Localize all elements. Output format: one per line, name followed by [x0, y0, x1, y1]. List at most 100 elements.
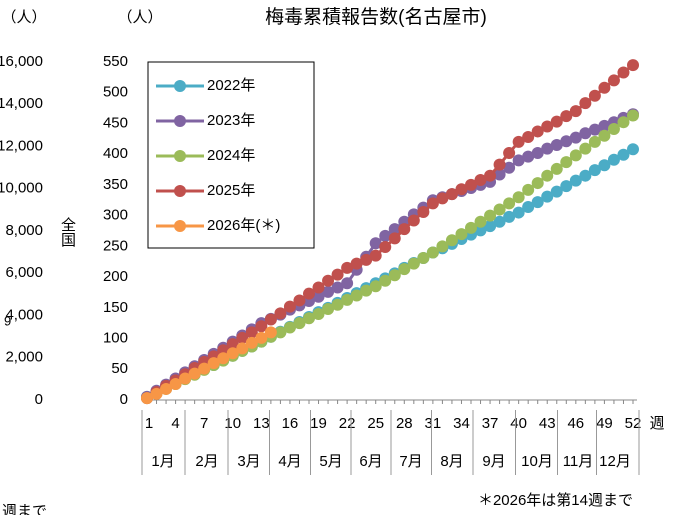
x-tick-label: 25 [367, 415, 384, 432]
series-marker [436, 192, 449, 205]
month-label: 5月 [319, 453, 342, 470]
y-tick-label: 200 [103, 268, 128, 285]
series-marker [588, 135, 601, 148]
y-unit-label: （人） [117, 9, 162, 26]
x-tick-label: 31 [425, 415, 442, 432]
legend-marker [174, 220, 186, 232]
series-marker [398, 263, 411, 276]
series-marker [388, 232, 401, 245]
series-marker [627, 143, 639, 156]
left-tick-label: 6,000 [5, 264, 43, 281]
series-marker [503, 161, 516, 174]
month-label: 12月 [599, 453, 631, 470]
series-marker [550, 162, 563, 175]
y-tick-label: 0 [120, 391, 128, 408]
series-marker [607, 122, 620, 135]
series-marker [579, 142, 592, 155]
left-tick-label: 14,000 [0, 95, 43, 112]
series-marker [522, 201, 535, 214]
series-marker [322, 274, 335, 287]
series-marker [417, 205, 430, 218]
series-marker [264, 326, 277, 339]
x-tick-label: 19 [310, 415, 327, 432]
x-tick-label: 40 [510, 415, 527, 432]
series-marker [264, 313, 277, 326]
series-marker [350, 257, 363, 270]
month-label: 8月 [440, 453, 463, 470]
series-marker [512, 206, 525, 219]
series-marker [617, 66, 630, 79]
series-marker [455, 228, 468, 241]
left-tick-label: 2,000 [5, 349, 43, 366]
series-marker [360, 284, 373, 297]
series-marker [579, 97, 592, 110]
series-marker [217, 352, 230, 365]
y-tick-label: 550 [103, 53, 128, 70]
footnote: ＊2026年は第14週まで [478, 491, 633, 509]
x-tick-label: 22 [339, 415, 356, 432]
series-marker [283, 321, 296, 334]
series-marker [417, 252, 430, 265]
x-tick-label: 37 [482, 415, 499, 432]
left-unit-label: （人） [1, 9, 46, 26]
series-marker [607, 153, 620, 166]
series-marker [312, 281, 325, 294]
month-label: 6月 [359, 453, 382, 470]
series-marker [388, 269, 401, 282]
x-axis-label: 週 [649, 415, 664, 432]
series-marker [541, 169, 554, 182]
series-marker [541, 142, 554, 155]
series-marker [531, 146, 544, 159]
series-marker [484, 209, 497, 222]
series-marker [465, 221, 477, 234]
series-marker [455, 183, 468, 196]
series-marker [550, 138, 563, 151]
series-marker [226, 338, 239, 351]
month-label: 7月 [399, 453, 422, 470]
x-tick-label: 1 [145, 415, 153, 432]
series-marker [474, 173, 487, 186]
series-marker [493, 215, 506, 228]
series-marker [484, 220, 497, 233]
series-marker [303, 312, 315, 325]
series-marker [426, 197, 439, 210]
left-tick-label: 12,000 [0, 137, 43, 154]
month-label: 10月 [521, 453, 553, 470]
series-marker [550, 185, 563, 198]
series-marker [588, 164, 601, 177]
series-marker [531, 196, 544, 209]
month-label: 3月 [237, 453, 260, 470]
series-marker [369, 280, 382, 293]
series-marker [588, 89, 601, 102]
series-marker [283, 300, 296, 313]
y-tick-label: 500 [103, 84, 128, 101]
series-marker [607, 74, 620, 87]
series-marker [312, 290, 325, 303]
legend-marker [174, 150, 186, 162]
series-marker [503, 210, 516, 223]
series-marker [512, 135, 525, 148]
series-marker [503, 197, 516, 210]
series-marker [179, 372, 192, 385]
left-bottom-fragment: 週まで [2, 503, 47, 515]
series-marker [445, 188, 458, 201]
y-tick-label: 100 [103, 330, 128, 347]
left-axis-label: 全国 [59, 216, 76, 247]
y-tick-label: 300 [103, 207, 128, 224]
series-marker [474, 224, 487, 237]
series-marker [245, 336, 258, 349]
x-tick-label: 52 [625, 415, 642, 432]
series-marker [512, 154, 525, 167]
series-marker [312, 307, 325, 320]
series-marker [560, 156, 573, 169]
x-tick-label: 7 [200, 415, 208, 432]
series-marker [560, 135, 573, 148]
series-marker [331, 281, 344, 294]
series-marker [274, 307, 287, 320]
y-tick-label: 400 [103, 145, 128, 162]
x-tick-label: 28 [396, 415, 413, 432]
chart-title: 梅毒累積報告数(名古屋市) [265, 6, 487, 28]
series-marker [150, 387, 163, 400]
series-marker [369, 249, 382, 262]
y-tick-label: 150 [103, 299, 128, 316]
